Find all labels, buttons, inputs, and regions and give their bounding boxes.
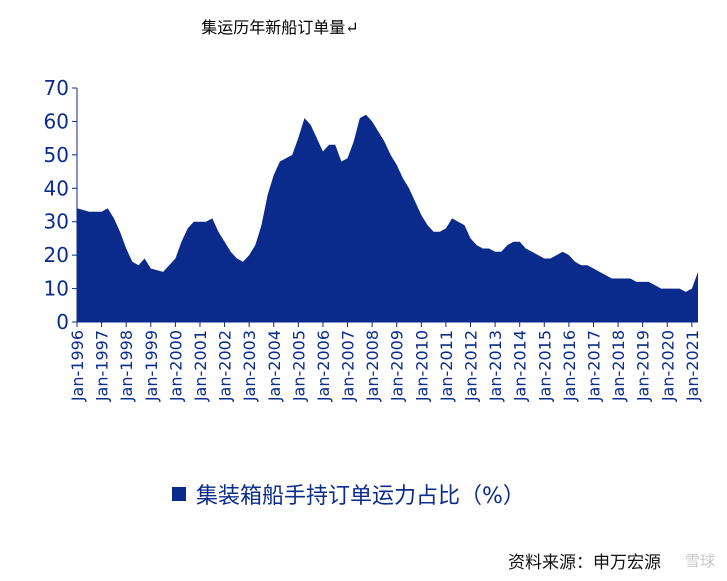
y-tick-label: 40 [44, 176, 69, 200]
x-tick-label: Jan-2021 [683, 330, 702, 402]
x-tick-label: Jan-2012 [462, 330, 481, 402]
x-tick-label: Jan-2020 [658, 330, 677, 402]
source-note: 资料来源：申万宏源 [508, 553, 661, 573]
chart-svg: 0 10 20 30 40 50 60 70 Jan-1996 Jan-1997 Jan-1998… [44, 76, 702, 402]
y-axis-ticks: 0 10 20 30 40 50 60 70 [44, 76, 77, 334]
x-tick-label: Jan-2013 [486, 330, 505, 402]
x-tick-label: Jan-2005 [289, 330, 308, 402]
x-tick-label: Jan-2008 [363, 330, 382, 402]
x-tick-label: Jan-1998 [117, 330, 136, 402]
x-tick-label: Jan-2001 [191, 330, 210, 402]
x-tick-label: Jan-2016 [560, 330, 579, 402]
legend-label: 集装箱船手持订单运力占比（%） [196, 484, 525, 509]
y-tick-label: 60 [44, 109, 69, 133]
watermark: 雪球 [684, 552, 715, 570]
x-tick-label: Jan-2004 [265, 330, 284, 402]
area-series [77, 114, 698, 322]
x-tick-label: Jan-2014 [511, 330, 530, 402]
y-tick-label: 10 [44, 277, 69, 301]
x-tick-label: Jan-2000 [166, 330, 185, 402]
x-tick-label: Jan-2009 [388, 330, 407, 402]
x-tick-label: Jan-2015 [535, 330, 554, 402]
x-axis-ticks: Jan-1996 Jan-1997 Jan-1998 Jan-1999 Jan-2000… [68, 322, 702, 402]
x-tick-label: Jan-2006 [314, 330, 333, 402]
x-tick-label: Jan-2017 [585, 330, 604, 402]
x-tick-label: Jan-2011 [437, 330, 456, 402]
x-tick-label: Jan-1996 [68, 330, 87, 402]
x-tick-label: Jan-2003 [240, 330, 259, 402]
x-tick-label: Jan-2019 [634, 330, 653, 402]
legend: 集装箱船手持订单运力占比（%） [172, 478, 525, 510]
x-tick-label: Jan-2018 [609, 330, 628, 402]
y-tick-label: 50 [44, 143, 69, 167]
chart-title: 集运历年新船订单量↵ [201, 18, 359, 37]
x-tick-label: Jan-2010 [412, 330, 431, 402]
y-tick-label: 30 [44, 210, 69, 234]
x-tick-label: Jan-2002 [216, 330, 235, 402]
y-tick-label: 0 [56, 310, 69, 334]
y-tick-label: 70 [44, 76, 69, 100]
x-tick-label: Jan-1997 [93, 330, 112, 402]
y-tick-label: 20 [44, 243, 69, 267]
x-tick-label: Jan-2007 [339, 330, 358, 402]
legend-swatch [172, 487, 186, 501]
x-tick-label: Jan-1999 [142, 330, 161, 402]
